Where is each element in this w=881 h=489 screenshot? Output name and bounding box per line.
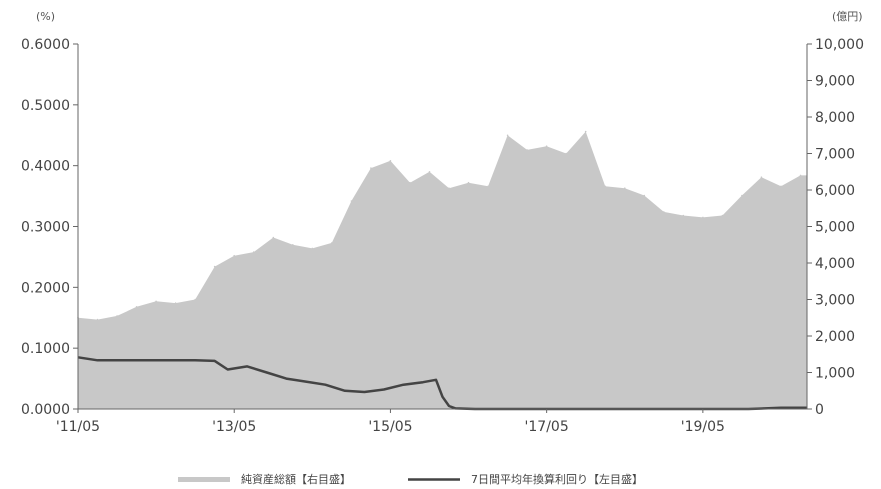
- left-tick-label: 0.3000: [21, 220, 70, 236]
- net-assets-point: [272, 236, 275, 239]
- x-tick-label: '11/05: [56, 419, 100, 435]
- right-axis-ticks: 0 1,000 2,000 3,000 4,000 5,000 6,000 7,000 8,00…: [807, 37, 864, 418]
- net-assets-point: [350, 200, 353, 202]
- net-assets-point: [760, 176, 763, 178]
- legend-label-net-assets: 純資産総額【右目盛】: [241, 472, 351, 486]
- x-tick-label: '15/05: [368, 419, 412, 435]
- net-assets-point: [584, 130, 587, 133]
- net-assets-point: [545, 145, 548, 147]
- net-assets-point: [565, 152, 567, 155]
- net-assets-point: [155, 300, 157, 303]
- net-assets-point: [780, 185, 782, 188]
- right-tick-label: 0: [815, 402, 824, 418]
- left-tick-label: 0.2000: [21, 280, 70, 296]
- net-assets-point: [135, 306, 138, 308]
- x-tick-label: '19/05: [681, 419, 725, 435]
- x-tick-label: '17/05: [525, 419, 569, 435]
- net-assets-point: [331, 242, 333, 244]
- right-tick-label: 6,000: [815, 183, 855, 199]
- right-tick-label: 3,000: [815, 293, 855, 309]
- x-tick-label: '13/05: [212, 419, 256, 435]
- net-assets-point: [292, 244, 294, 246]
- net-assets-point: [467, 181, 470, 184]
- net-assets-point: [487, 185, 489, 188]
- net-assets-point: [116, 315, 118, 317]
- net-assets-point: [643, 194, 646, 197]
- net-assets-point: [682, 214, 685, 217]
- net-assets-point: [702, 216, 704, 219]
- right-axis-unit: (億円): [832, 10, 863, 23]
- net-assets-point: [174, 302, 177, 304]
- x-axis-ticks: '11/05 '13/05 '15/05 '17/05 '19/05: [56, 409, 725, 435]
- right-tick-label: 9,000: [815, 74, 855, 90]
- net-assets-point: [799, 174, 802, 177]
- net-assets-point: [194, 298, 196, 301]
- right-tick-label: 5,000: [815, 220, 855, 236]
- left-tick-label: 0.4000: [21, 159, 70, 175]
- net-assets-point: [311, 247, 314, 250]
- net-assets-point: [526, 149, 528, 151]
- legend: 純資産総額【右目盛】 7日間平均年換算利回り【左目盛】: [178, 472, 643, 486]
- net-assets-point: [604, 185, 606, 188]
- legend-label-yield: 7日間平均年換算利回り【左目盛】: [471, 472, 643, 486]
- net-assets-point: [624, 187, 626, 189]
- left-tick-label: 0.1000: [21, 341, 70, 357]
- net-assets-point: [213, 265, 216, 268]
- right-tick-label: 2,000: [815, 329, 855, 345]
- legend-swatch-net-assets: [178, 477, 230, 482]
- net-assets-area-layer: [77, 130, 807, 409]
- right-tick-label: 10,000: [815, 37, 864, 53]
- left-axis-unit: (%): [36, 10, 55, 23]
- net-assets-point: [448, 187, 450, 189]
- right-tick-label: 7,000: [815, 147, 855, 163]
- net-assets-point: [506, 134, 509, 137]
- net-assets-point: [428, 171, 431, 173]
- net-assets-point: [252, 251, 255, 253]
- net-assets-point: [663, 211, 665, 213]
- left-tick-label: 0.5000: [21, 98, 70, 114]
- left-axis-ticks: 0.0000 0.1000 0.2000 0.3000 0.4000 0.5000 0.60…: [21, 37, 78, 418]
- right-tick-label: 1,000: [815, 366, 855, 382]
- net-assets-point: [389, 160, 392, 162]
- left-tick-label: 0.0000: [21, 402, 70, 418]
- net-assets-area: [78, 131, 807, 409]
- net-assets-point: [96, 318, 99, 321]
- right-tick-label: 8,000: [815, 110, 855, 126]
- net-assets-point: [409, 181, 411, 184]
- right-tick-label: 4,000: [815, 256, 855, 272]
- left-tick-label: 0.6000: [21, 37, 70, 53]
- net-assets-point: [721, 214, 724, 217]
- net-assets-point: [741, 194, 743, 197]
- net-assets-point: [233, 254, 235, 257]
- net-assets-point: [370, 167, 372, 169]
